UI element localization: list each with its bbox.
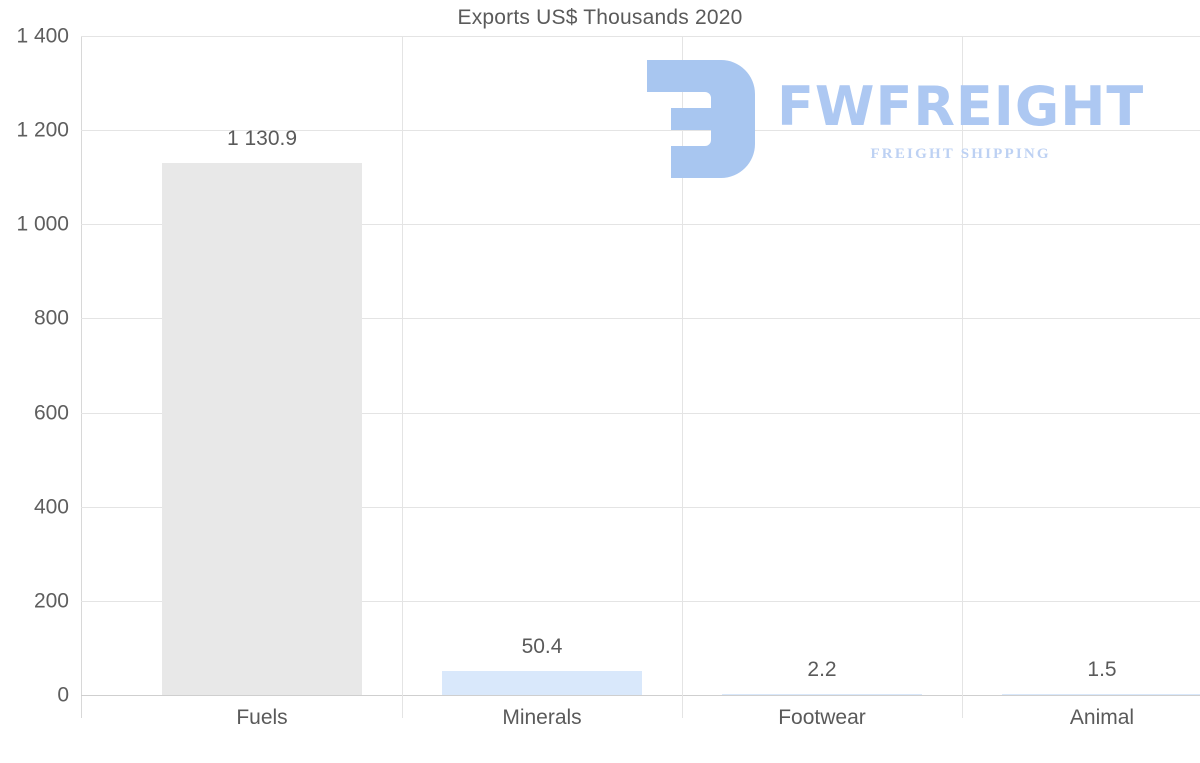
x-axis-tick-label: Fuels [236, 706, 288, 729]
gridline [81, 506, 1200, 508]
category-separator [402, 36, 403, 718]
gridline [81, 600, 1200, 602]
y-axis-tick-label: 800 [33, 306, 69, 330]
bar-value-label: 2.2 [807, 657, 837, 681]
y-axis-line [81, 36, 82, 718]
x-axis-tick-label: Animal [1069, 706, 1135, 729]
bar-value-label: 1 130.9 [226, 126, 298, 150]
y-axis-tick-label: 1 400 [16, 24, 69, 48]
gridline [81, 36, 1200, 37]
bar[interactable] [722, 693, 922, 695]
y-axis-tick-label: 600 [33, 401, 69, 425]
category-separator [682, 36, 683, 718]
bar[interactable] [1002, 693, 1200, 695]
x-axis-tick-label: Minerals [502, 706, 582, 729]
plot-area [81, 36, 1200, 695]
bar-value-label: 1.5 [1087, 657, 1117, 681]
bar[interactable] [442, 671, 642, 695]
y-axis-tick-label: 200 [33, 589, 69, 613]
y-axis-tick-label: 400 [33, 495, 69, 519]
bar-value-label: 50.4 [521, 635, 563, 659]
gridline [81, 695, 1200, 696]
gridline [81, 318, 1200, 320]
y-axis-tick-label: 1 200 [16, 118, 69, 142]
gridline [81, 224, 1200, 226]
gridline [81, 412, 1200, 414]
bar[interactable] [162, 162, 362, 695]
x-axis-tick-label: Footwear [778, 706, 866, 729]
y-axis-tick-label: 0 [57, 683, 69, 707]
gridline [81, 130, 1200, 132]
category-separator [962, 36, 963, 718]
y-axis-tick-label: 1 000 [16, 212, 69, 236]
chart-title: Exports US$ Thousands 2020 [457, 6, 743, 29]
